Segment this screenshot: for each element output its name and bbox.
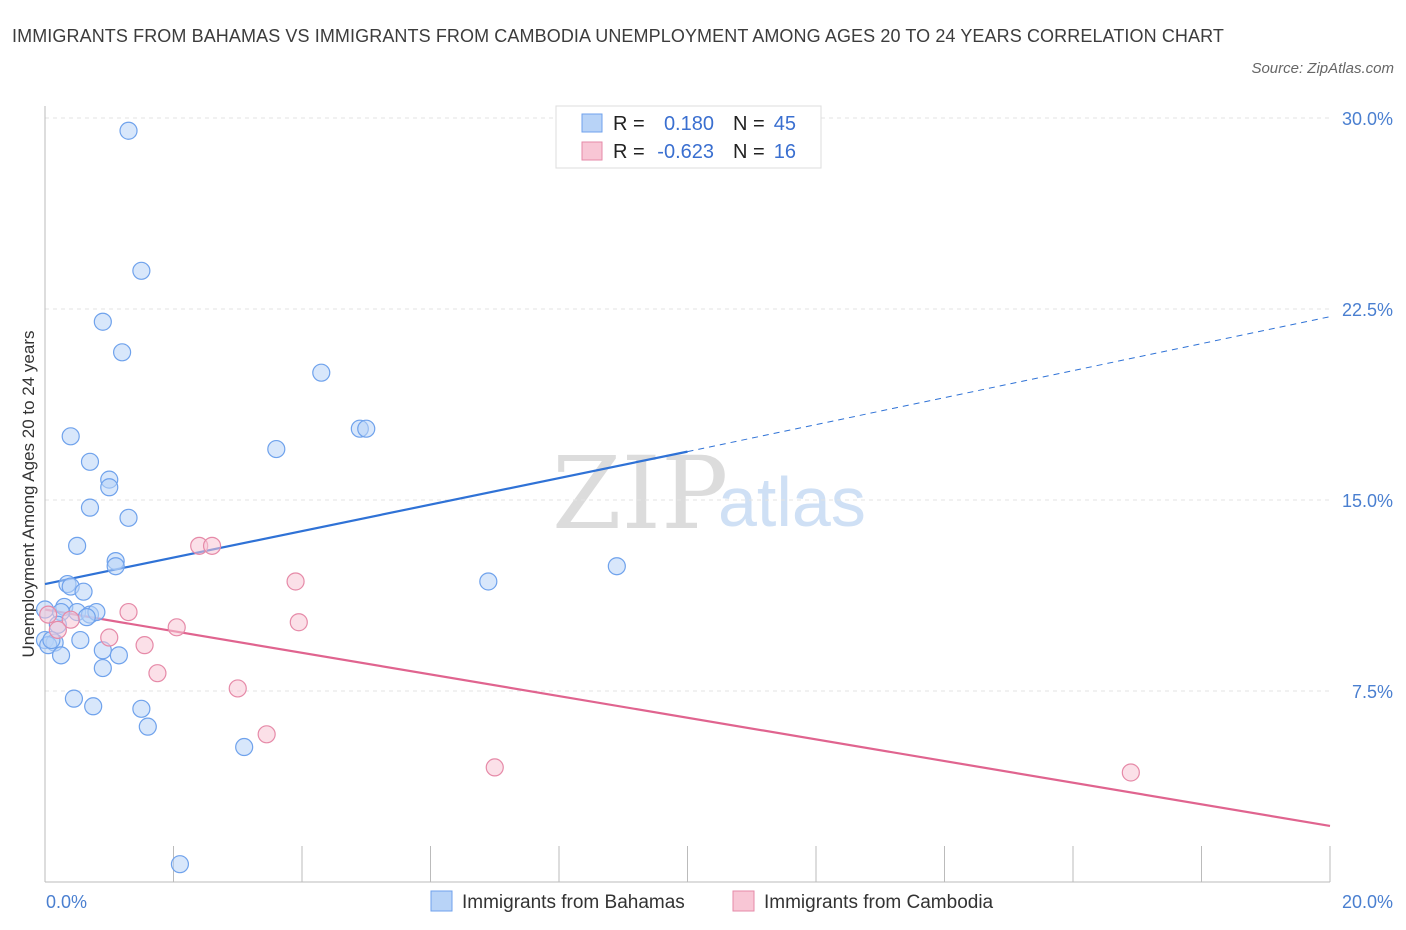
legend-n-value-cambodia: 16 (774, 141, 796, 163)
point-cambodia (135, 636, 154, 655)
trend-line-bahamas-extension (687, 316, 1331, 453)
grid-lines (45, 117, 1330, 692)
point-cambodia (148, 664, 167, 683)
point-bahamas (61, 427, 80, 446)
y-tick-label: 22.5% (1342, 300, 1393, 320)
point-bahamas (132, 261, 151, 280)
x-tick-labels: 0.0% 20.0% (46, 892, 1393, 912)
point-cambodia (202, 536, 222, 555)
point-bahamas (479, 572, 498, 591)
point-bahamas (357, 419, 376, 438)
point-cambodia (228, 679, 247, 698)
point-bahamas (68, 536, 87, 555)
legend-r-value-cambodia: -0.623 (657, 141, 714, 163)
watermark-atlas: atlas (718, 463, 866, 541)
legend-r-label-bahamas: R = (613, 113, 645, 135)
y-tick-label: 7.5% (1352, 682, 1393, 702)
point-bahamas (235, 737, 254, 757)
point-cambodia (286, 572, 305, 591)
point-bahamas (71, 630, 90, 650)
stats-legend: R = 0.180 N = 45 R = -0.623 N = 16 (555, 105, 822, 169)
point-bahamas (119, 508, 138, 527)
legend-swatch-bahamas (581, 113, 603, 133)
point-bahamas (74, 582, 93, 601)
chart-title: IMMIGRANTS FROM BAHAMAS VS IMMIGRANTS FR… (12, 26, 1225, 46)
point-cambodia (48, 620, 67, 639)
point-bahamas (80, 498, 100, 517)
point-bahamas (80, 452, 100, 471)
source-label: Source: ZipAtlas.com (1251, 60, 1394, 77)
y-tick-labels: 7.5% 15.0% 22.5% 30.0% (1342, 109, 1393, 702)
series-legend-label-cambodia: Immigrants from Cambodia (764, 892, 994, 913)
legend-n-value-bahamas: 45 (774, 113, 796, 135)
y-tick-label: 15.0% (1342, 491, 1393, 511)
point-bahamas (51, 646, 71, 665)
point-bahamas (132, 699, 151, 718)
point-bahamas (267, 439, 286, 459)
point-bahamas (93, 658, 112, 678)
point-cambodia (100, 628, 119, 647)
trend-line-cambodia (44, 608, 1331, 828)
legend-r-label-cambodia: R = (613, 141, 645, 163)
y-axis-label: Unemployment Among Ages 20 to 24 years (19, 331, 38, 658)
point-cambodia (119, 602, 138, 622)
legend-n-label-cambodia: N = (733, 141, 765, 163)
point-bahamas (77, 608, 96, 627)
point-bahamas (138, 717, 157, 736)
point-bahamas (64, 689, 84, 708)
point-bahamas (100, 478, 119, 497)
point-cambodia (1121, 763, 1140, 782)
point-bahamas (109, 646, 128, 665)
series-legend: Immigrants from Bahamas Immigrants from … (430, 890, 994, 913)
point-bahamas (607, 557, 626, 576)
trend-line-bahamas (44, 450, 688, 586)
point-bahamas (84, 697, 103, 716)
x-tick-label: 20.0% (1342, 892, 1393, 912)
point-cambodia (289, 613, 308, 632)
legend-r-value-bahamas: 0.180 (664, 113, 714, 135)
legend-swatch-cambodia (581, 141, 603, 161)
series-legend-label-bahamas: Immigrants from Bahamas (462, 892, 685, 913)
point-cambodia (485, 758, 504, 777)
point-bahamas (312, 363, 331, 382)
point-bahamas (119, 121, 138, 140)
data-points (35, 121, 1140, 874)
point-bahamas (93, 312, 112, 331)
point-cambodia (39, 605, 58, 624)
series-legend-swatch-cambodia (732, 890, 755, 912)
trend-lines (44, 316, 1331, 828)
point-cambodia (61, 610, 80, 629)
y-tick-label: 30.0% (1342, 109, 1393, 129)
x-tick-label: 0.0% (46, 892, 87, 912)
point-cambodia (167, 618, 186, 637)
point-bahamas (170, 855, 190, 874)
legend-n-label-bahamas: N = (733, 113, 765, 135)
point-cambodia (257, 725, 276, 744)
x-ticks (173, 846, 1331, 882)
series-legend-swatch-bahamas (430, 890, 453, 912)
point-bahamas (112, 343, 132, 362)
point-bahamas (106, 557, 125, 576)
watermark-zip: ZIP (552, 435, 728, 552)
